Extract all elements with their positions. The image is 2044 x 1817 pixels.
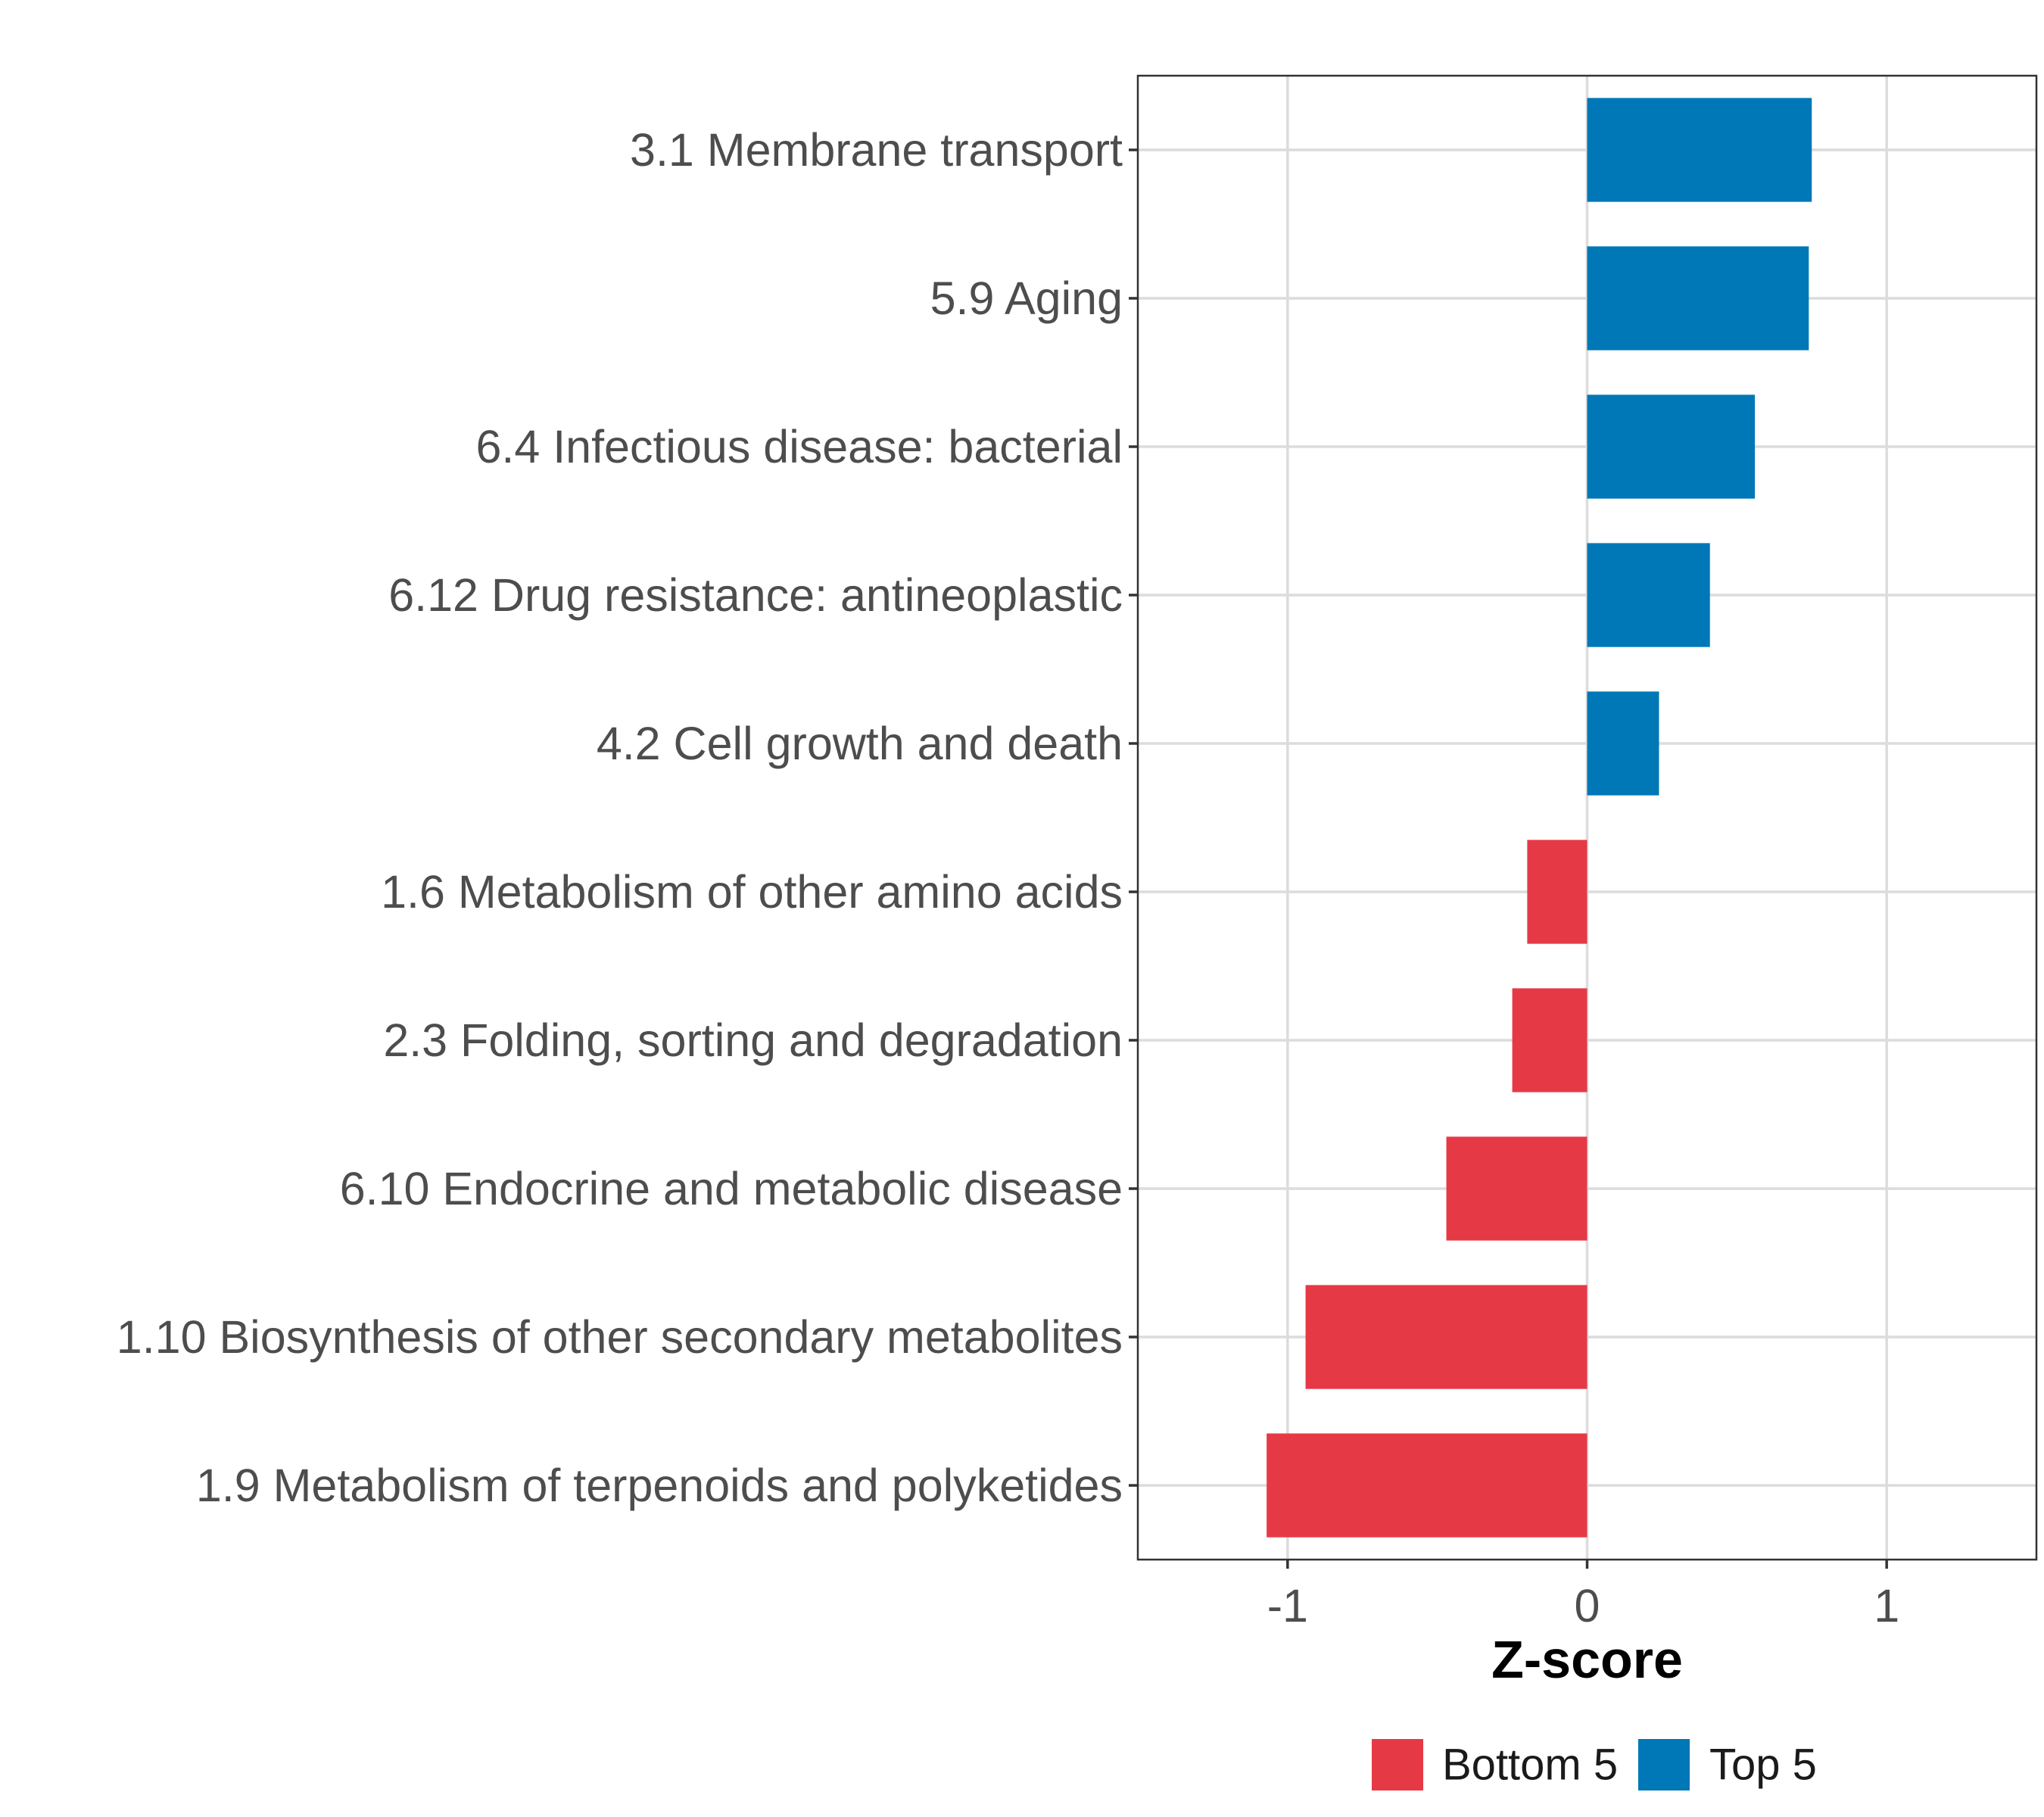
y-tick-label: 1.9 Metabolism of terpenoids and polyket… [196,1460,1123,1511]
y-tick-label: 6.4 Infectious disease: bacterial [475,421,1123,472]
x-tick-label: -1 [1267,1580,1308,1632]
y-tick-label: 1.10 Biosynthesis of other secondary met… [117,1311,1123,1363]
bar [1267,1433,1588,1538]
legend-label: Bottom 5 [1442,1741,1618,1790]
bar [1587,691,1659,796]
bar [1527,840,1588,944]
legend-label: Top 5 [1709,1741,1817,1790]
y-tick-label: 2.3 Folding, sorting and degradation [383,1014,1123,1066]
y-tick-label: 5.9 Aging [930,273,1123,324]
axis-ticks [1129,148,1888,1569]
y-axis-labels: 3.1 Membrane transport 5.9 Aging 6.4 Infec… [117,124,1123,1511]
x-axis-title: Z-score [1491,1630,1683,1689]
y-tick-label: 6.10 Endocrine and metabolic disease [340,1163,1123,1214]
bars [1267,98,1812,1538]
legend-key [1638,1739,1690,1791]
x-tick-label: 1 [1874,1580,1899,1632]
bar [1446,1136,1588,1241]
x-axis-labels: -1 0 1 [1267,1580,1899,1632]
bar [1305,1285,1588,1389]
bar [1587,98,1812,202]
y-tick-label: 3.1 Membrane transport [630,124,1123,176]
y-tick-label: 1.6 Metabolism of other amino acids [381,866,1123,918]
legend: Bottom 5 Top 5 [1372,1739,1817,1791]
bar [1587,394,1756,499]
bar [1587,543,1710,647]
y-tick-label: 6.12 Drug resistance: antineoplastic [388,569,1123,621]
x-tick-label: 0 [1575,1580,1600,1632]
bar [1587,246,1809,351]
y-tick-label: 4.2 Cell growth and death [597,718,1123,769]
legend-key [1372,1739,1423,1791]
bar [1512,988,1588,1092]
